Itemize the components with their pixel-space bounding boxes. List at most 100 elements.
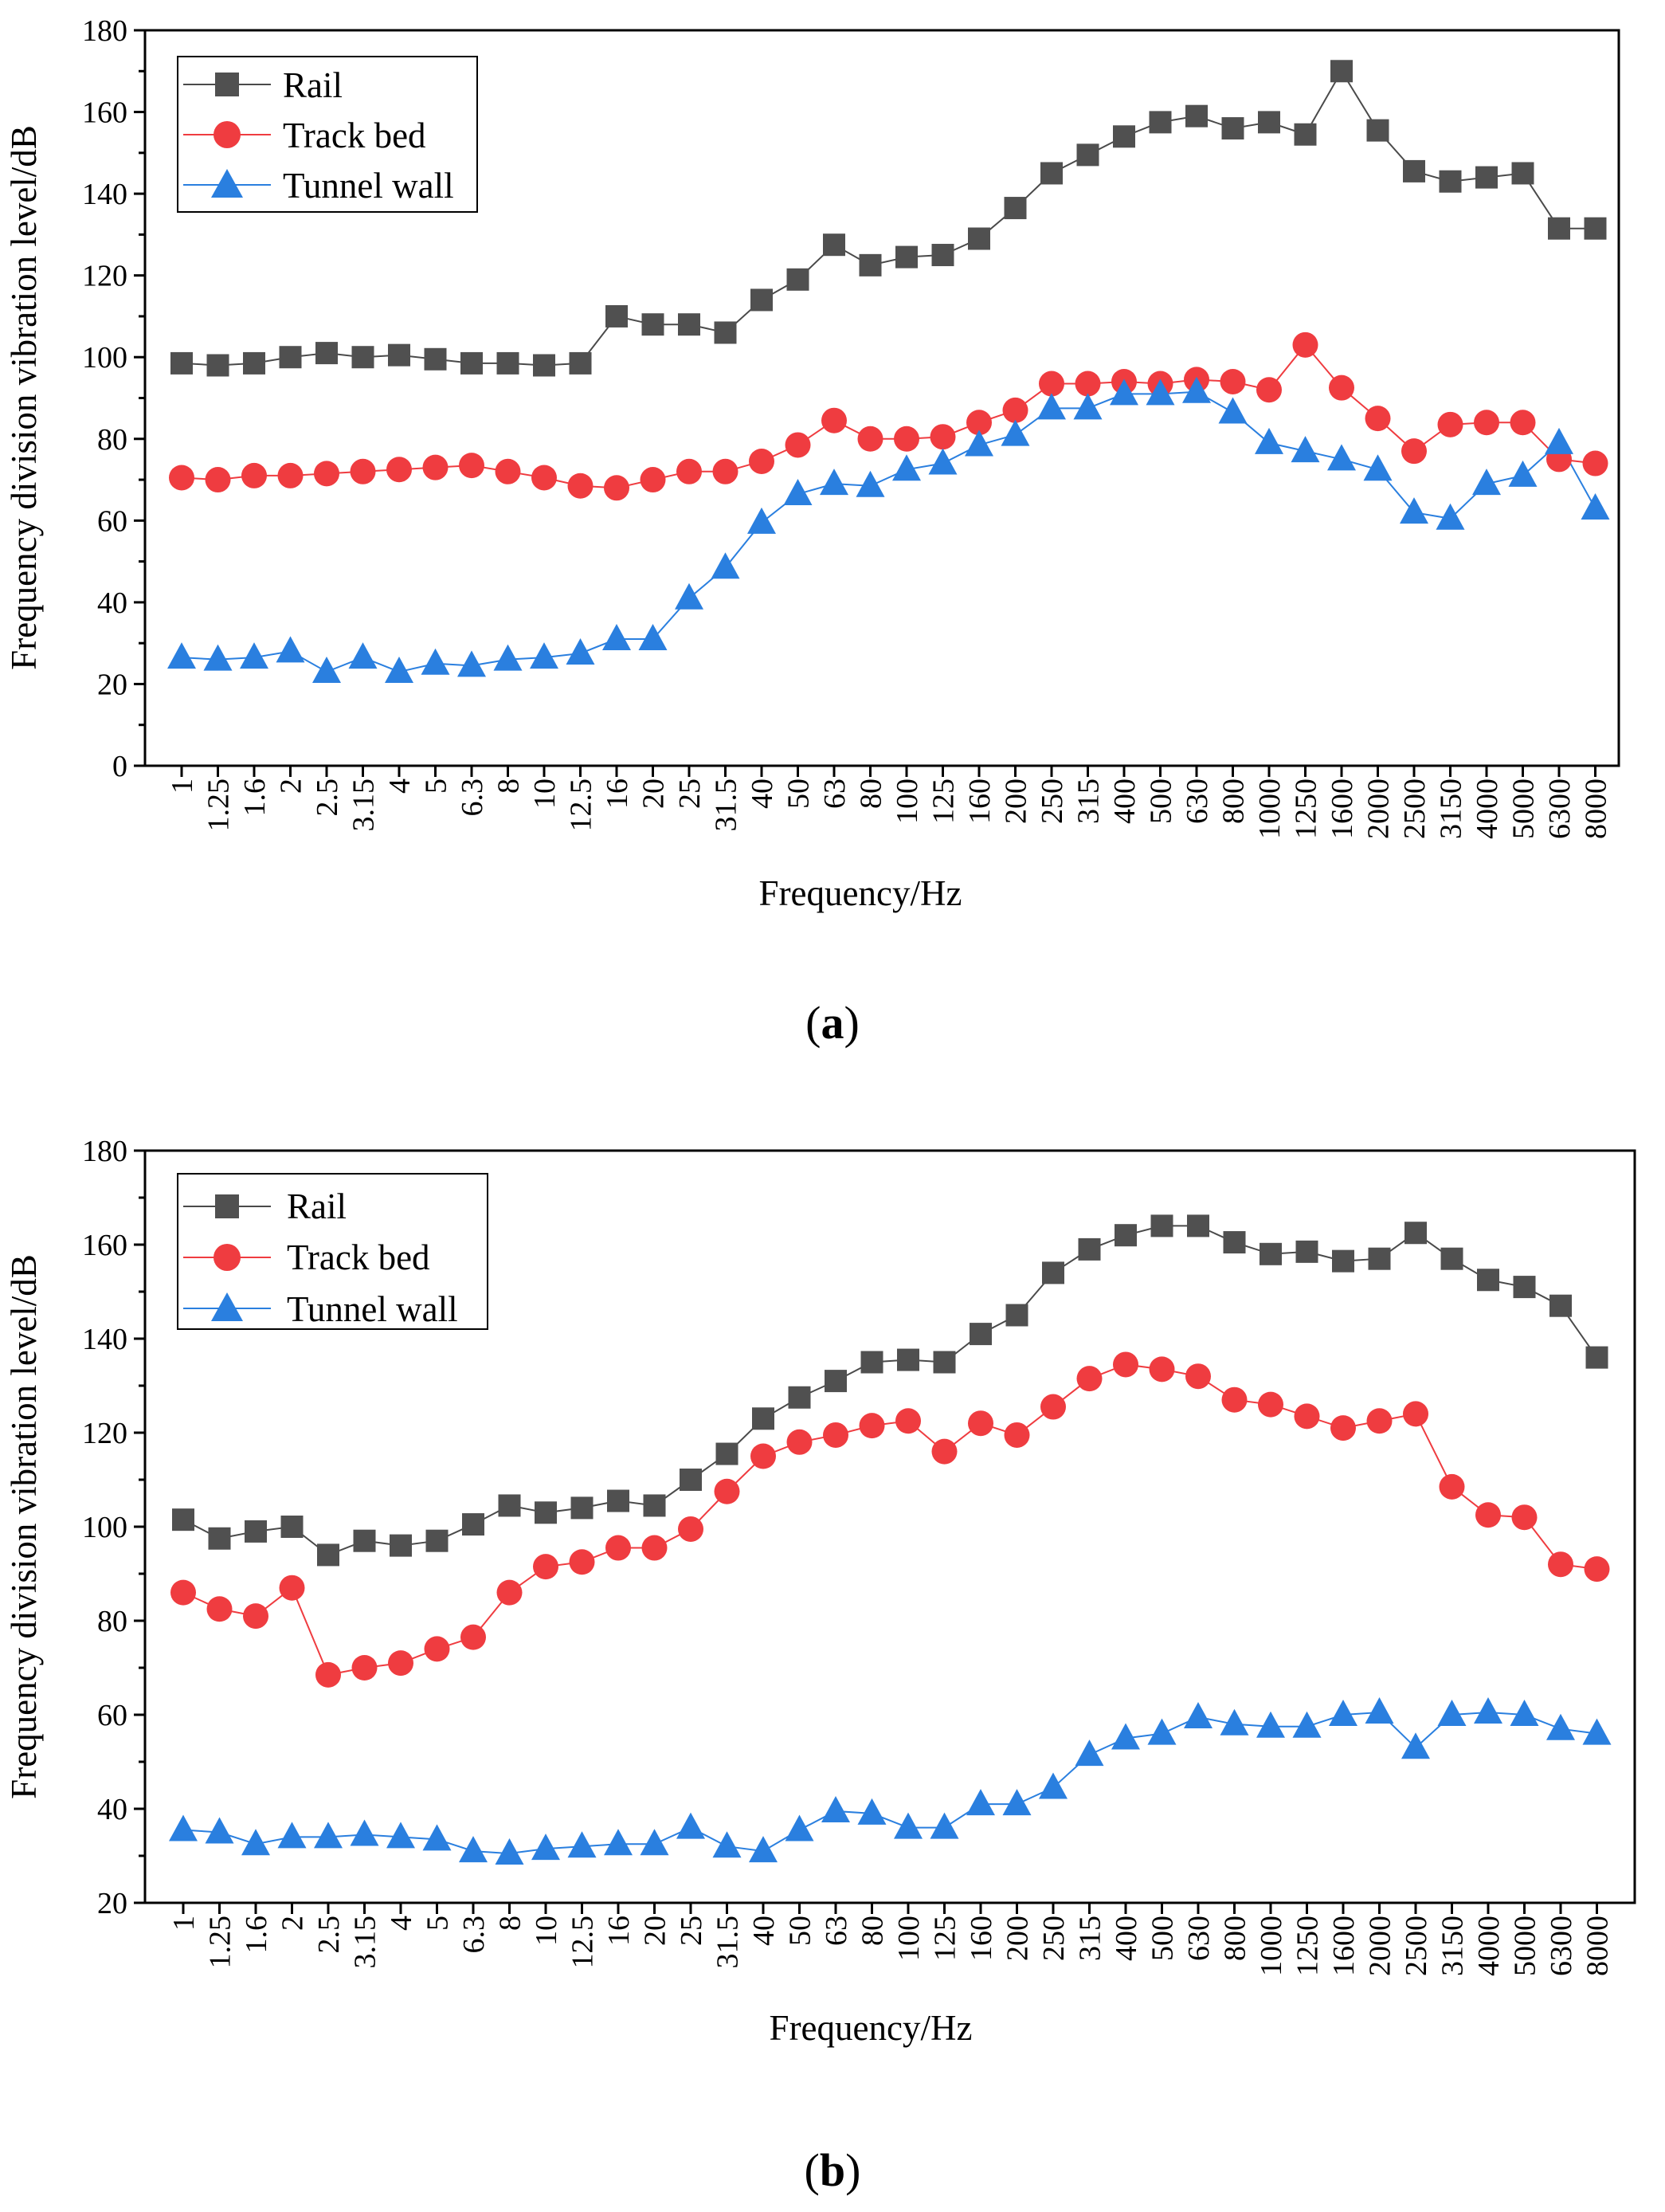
point-track-bed <box>1256 377 1282 403</box>
point-rail <box>315 342 338 365</box>
point-track-bed <box>314 461 339 487</box>
point-track-bed <box>1149 1356 1175 1382</box>
point-tunnel-wall <box>1218 397 1248 424</box>
point-track-bed <box>931 1438 958 1465</box>
x-axis-label: Frequency/Hz <box>759 873 962 913</box>
point-track-bed <box>496 1579 523 1606</box>
y-tick-label: 40 <box>97 1793 127 1826</box>
point-tunnel-wall <box>894 1812 923 1839</box>
y-tick-label: 160 <box>82 1229 127 1262</box>
x-tick-label: 10 <box>528 779 562 809</box>
point-rail <box>788 1386 811 1409</box>
point-track-bed <box>714 1478 740 1504</box>
x-tick-label: 16 <box>601 779 634 809</box>
x-tick-label: 40 <box>747 1916 781 1946</box>
point-track-bed <box>605 1535 631 1561</box>
point-track-bed <box>676 458 702 484</box>
x-tick-label: 4000 <box>1471 779 1504 839</box>
x-axis-label: Frequency/Hz <box>770 2008 973 2048</box>
x-tick-label: 8000 <box>1580 779 1613 839</box>
point-rail <box>1149 111 1172 134</box>
point-rail <box>1078 1237 1101 1261</box>
point-tunnel-wall <box>169 1814 198 1841</box>
point-tunnel-wall <box>240 642 268 669</box>
point-rail <box>750 288 773 312</box>
x-tick-label: 2500 <box>1398 779 1432 839</box>
point-tunnel-wall <box>928 448 958 475</box>
point-tunnel-wall <box>314 1822 343 1849</box>
series-line-tunnel-wall <box>181 390 1596 673</box>
point-track-bed <box>1075 371 1101 397</box>
x-tick-label: 50 <box>784 1916 817 1946</box>
point-rail <box>460 351 483 375</box>
x-axis: 1 1.25 1.6 2 2.5 3.15 4 5 6.3 8 10 12.5 16 20 25 31.5 40… <box>166 766 1613 839</box>
point-rail <box>1113 125 1135 148</box>
point-rail <box>206 354 229 377</box>
point-track-bed <box>459 453 484 479</box>
panel-label-b: (b) <box>805 2144 861 2196</box>
point-tunnel-wall <box>1110 378 1138 406</box>
point-tunnel-wall <box>203 644 233 671</box>
point-tunnel-wall <box>1182 376 1211 403</box>
y-tick-label: 60 <box>97 504 127 538</box>
x-tick-label: 125 <box>927 779 961 824</box>
point-track-bed <box>1401 438 1427 465</box>
point-rail <box>1115 1224 1137 1247</box>
point-track-bed <box>386 457 412 483</box>
point-tunnel-wall <box>1075 1739 1104 1767</box>
point-track-bed <box>205 467 231 493</box>
point-tunnel-wall <box>495 1838 524 1865</box>
point-track-bed <box>495 458 521 484</box>
point-track-bed <box>424 1636 450 1662</box>
x-tick-label: 2000 <box>1364 1916 1397 1976</box>
point-tunnel-wall <box>1437 1700 1467 1726</box>
x-tick-label: 2.5 <box>312 1916 346 1954</box>
point-tunnel-wall <box>1546 1713 1575 1740</box>
point-rail <box>317 1543 339 1567</box>
point-track-bed <box>749 448 774 474</box>
point-track-bed <box>930 424 956 450</box>
point-rail <box>860 1351 883 1374</box>
point-track-bed <box>750 1443 776 1469</box>
point-track-bed <box>1365 406 1391 432</box>
point-rail <box>1549 1294 1572 1317</box>
point-tunnel-wall <box>604 1829 633 1856</box>
point-tunnel-wall <box>1400 497 1428 524</box>
point-tunnel-wall <box>965 429 993 457</box>
point-track-bed <box>857 426 883 452</box>
x-tick-label: 4 <box>383 779 417 794</box>
y-axis: 20 40 60 80 100 120 140 160 180 <box>82 1135 145 1920</box>
y-tick-label: 100 <box>82 1511 127 1544</box>
point-track-bed <box>1002 397 1028 423</box>
x-tick-label: 12.5 <box>566 1916 600 1969</box>
x-tick-label: 250 <box>1037 1916 1071 1961</box>
point-rail <box>1513 1276 1536 1299</box>
point-track-bed <box>1437 411 1463 437</box>
point-rail <box>678 313 700 336</box>
point-tunnel-wall <box>638 624 668 651</box>
x-tick-label: 50 <box>782 779 816 809</box>
legend-label-tunnel-wall: Tunnel wall <box>283 166 454 206</box>
x-tick-label: 8 <box>494 1916 527 1931</box>
legend-label-track-bed: Track bed <box>287 1237 430 1277</box>
point-rail <box>1185 104 1208 127</box>
x-tick-label: 12.5 <box>565 779 598 832</box>
point-rail <box>1475 166 1498 189</box>
point-tunnel-wall <box>205 1817 234 1844</box>
point-tunnel-wall <box>676 1812 705 1839</box>
point-rail <box>715 1442 738 1465</box>
series-lines <box>169 1214 1612 1865</box>
point-track-bed <box>422 454 449 480</box>
x-tick-label: 1.6 <box>240 1916 273 1954</box>
y-tick-label: 80 <box>97 423 127 457</box>
point-tunnel-wall <box>749 1836 778 1863</box>
point-track-bed <box>315 1661 341 1688</box>
point-tunnel-wall <box>1436 503 1465 530</box>
x-tick-label: 20 <box>639 1916 672 1946</box>
y-tick-label: 180 <box>82 1135 127 1168</box>
point-tunnel-wall <box>966 1789 995 1816</box>
x-tick-label: 200 <box>1000 779 1033 824</box>
series-line-track-bed <box>182 1363 1597 1676</box>
x-tick-label: 160 <box>963 779 997 824</box>
